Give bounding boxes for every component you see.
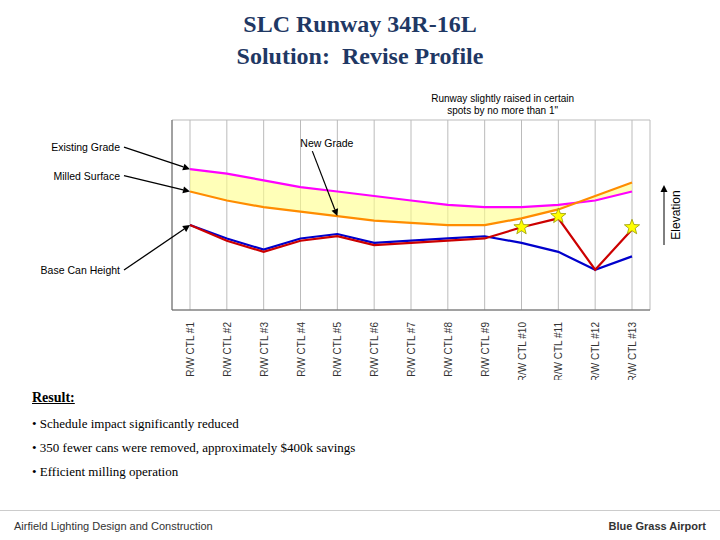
svg-text:R/W CTL #4: R/W CTL #4: [296, 322, 307, 377]
svg-text:Elevation: Elevation: [669, 190, 683, 239]
svg-text:Milled Surface: Milled Surface: [53, 170, 120, 182]
svg-text:R/W CTL #9: R/W CTL #9: [480, 322, 491, 377]
html-text:Blue Grass Airport: Blue Grass Airport: [608, 519, 706, 532]
svg-text:Existing Grade: Existing Grade: [51, 141, 120, 153]
svg-text:New Grade: New Grade: [300, 137, 353, 149]
svg-text:Runway slightly raised in cert: Runway slightly raised in certainspots b…: [431, 93, 574, 116]
html-text:SLC Runway 34R-16L: SLC Runway 34R-16L: [243, 11, 477, 37]
svg-text:R/W CTL #1: R/W CTL #1: [185, 322, 196, 377]
svg-text:R/W CTL #3: R/W CTL #3: [259, 322, 270, 377]
svg-text:R/W CTL #8: R/W CTL #8: [443, 322, 454, 377]
html-text:• Efficient milling operation: • Efficient milling operation: [32, 464, 179, 479]
svg-text:R/W CTL #2: R/W CTL #2: [222, 322, 233, 377]
svg-text:Base Can Height: Base Can Height: [41, 264, 120, 276]
svg-text:R/W CTL #5: R/W CTL #5: [332, 322, 343, 377]
html-text:Result:: Result:: [32, 390, 75, 405]
html-text:• 350 fewer cans were removed,: • 350 fewer cans were removed, approxima…: [32, 440, 356, 455]
svg-text:R/W CTL #13: R/W CTL #13: [627, 322, 638, 380]
html-text:• Schedule impact significantl: • Schedule impact significantly reduced: [32, 416, 239, 431]
svg-text:R/W CTL #7: R/W CTL #7: [406, 322, 417, 377]
svg-text:R/W CTL #10: R/W CTL #10: [517, 322, 528, 380]
svg-text:R/W CTL #6: R/W CTL #6: [369, 322, 380, 377]
svg-text:R/W CTL #12: R/W CTL #12: [590, 322, 601, 380]
html-text:Airfield Lighting Design and C: Airfield Lighting Design and Constructio…: [14, 519, 213, 532]
html-text:Solution: Revise Profile: Solution: Revise Profile: [236, 43, 484, 69]
svg-text:R/W CTL #11: R/W CTL #11: [553, 322, 564, 380]
